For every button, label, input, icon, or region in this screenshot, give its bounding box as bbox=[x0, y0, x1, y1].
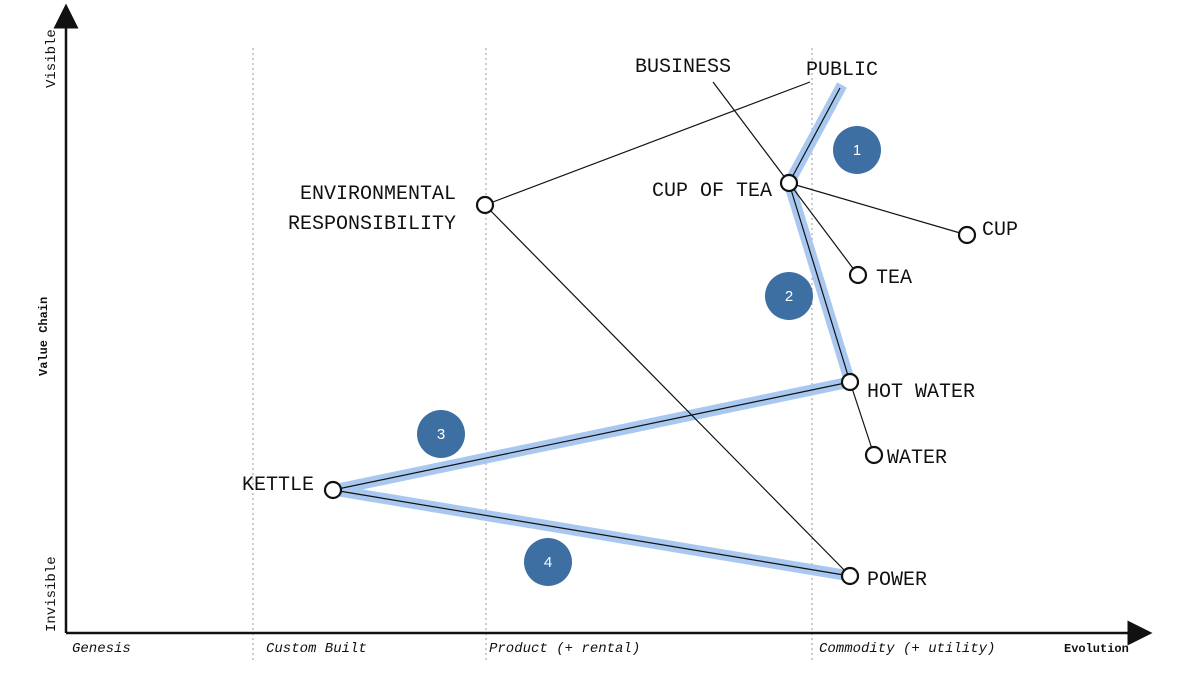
x-axis-title: Evolution bbox=[1064, 642, 1129, 656]
stage-product: Product (+ rental) bbox=[489, 641, 640, 657]
link-kettle-power bbox=[332, 489, 851, 577]
label-power: POWER bbox=[867, 569, 927, 592]
node-hot-water bbox=[840, 372, 860, 392]
step-badge-1: 1 bbox=[833, 126, 881, 174]
link-hot-water-water bbox=[849, 381, 875, 456]
label-env-line2: RESPONSIBILITY bbox=[288, 213, 456, 236]
dependency-lines bbox=[332, 81, 968, 577]
stage-custom-built: Custom Built bbox=[266, 641, 367, 657]
label-kettle: KETTLE bbox=[242, 474, 314, 497]
link-business-cup-of-tea bbox=[712, 81, 790, 184]
stage-commodity: Commodity (+ utility) bbox=[819, 641, 995, 657]
link-hot-water-kettle bbox=[332, 381, 851, 491]
link-public-env bbox=[484, 81, 811, 206]
step-badge-3: 3 bbox=[417, 410, 465, 458]
link-cup-of-tea-cup bbox=[788, 182, 968, 236]
step-badge-4: 4 bbox=[524, 538, 572, 586]
label-public: PUBLIC bbox=[806, 59, 878, 82]
link-cup-of-tea-hot-water bbox=[788, 182, 851, 383]
svg-text:3: 3 bbox=[437, 426, 445, 443]
link-env-power bbox=[484, 204, 851, 577]
link-cup-of-tea-tea bbox=[788, 182, 859, 276]
label-business: BUSINESS bbox=[635, 56, 731, 79]
svg-text:2: 2 bbox=[785, 288, 793, 305]
node-power bbox=[840, 566, 860, 586]
node-environmental-responsibility bbox=[475, 195, 495, 215]
label-cup: CUP bbox=[982, 219, 1018, 242]
node-water bbox=[864, 445, 884, 465]
label-tea: TEA bbox=[876, 267, 912, 290]
node-tea bbox=[848, 265, 868, 285]
label-water: WATER bbox=[887, 447, 947, 470]
svg-text:1: 1 bbox=[853, 142, 861, 159]
label-hot-water: HOT WATER bbox=[867, 381, 975, 404]
node-kettle bbox=[323, 480, 343, 500]
step-badge-2: 2 bbox=[765, 272, 813, 320]
stage-genesis: Genesis bbox=[72, 641, 131, 657]
y-axis-bottom-label: Invisible bbox=[44, 556, 60, 632]
node-cup-of-tea bbox=[779, 173, 799, 193]
y-axis-top-label: Visible bbox=[44, 29, 60, 88]
node-cup bbox=[957, 225, 977, 245]
svg-text:4: 4 bbox=[544, 554, 552, 571]
link-public-cup-of-tea bbox=[788, 87, 841, 184]
y-axis-title: Value Chain bbox=[37, 297, 51, 376]
label-cup-of-tea: CUP OF TEA bbox=[652, 180, 772, 203]
label-env-line1: ENVIRONMENTAL bbox=[300, 183, 456, 206]
